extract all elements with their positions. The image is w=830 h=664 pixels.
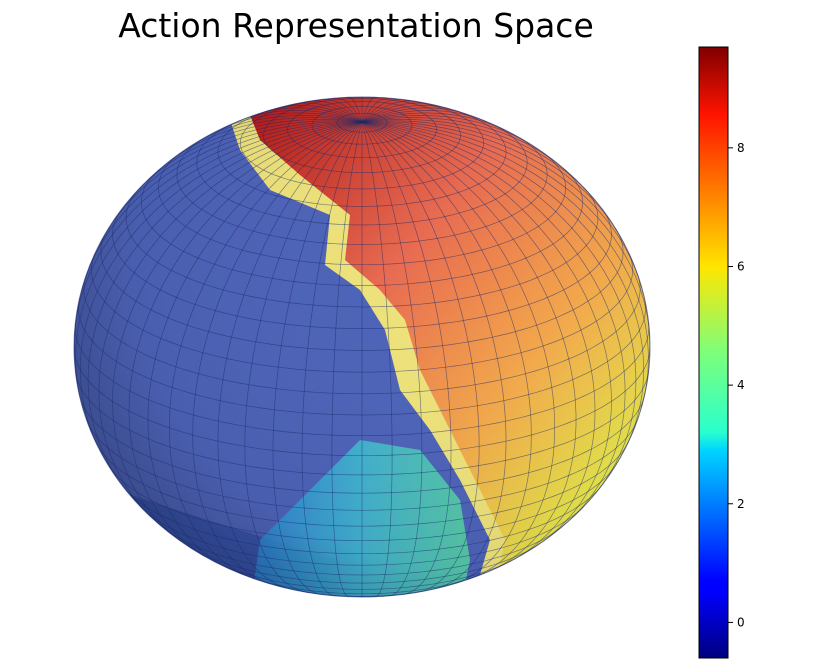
latitude-line-17 — [74, 370, 650, 476]
longitude-line-37 — [256, 107, 363, 123]
longitude-line-38 — [236, 110, 363, 123]
longitude-line-6 — [361, 121, 532, 587]
longitude-line-17 — [361, 120, 626, 246]
longitude-line-39 — [210, 112, 363, 135]
latitude-line-14 — [95, 441, 629, 527]
longitude-line-43 — [98, 120, 363, 246]
longitude-line-11 — [361, 121, 626, 531]
longitude-line-9 — [361, 121, 596, 563]
longitude-line-18 — [361, 119, 596, 201]
latitude-line-25 — [125, 187, 599, 308]
latitude-line-19 — [74, 323, 650, 437]
longitude-line-34 — [306, 100, 363, 123]
longitude-line-47 — [79, 121, 363, 465]
longitude-line-58 — [301, 121, 363, 597]
longitude-line-54 — [192, 121, 363, 587]
longitude-line-45 — [74, 121, 363, 353]
longitude-line-53 — [168, 121, 363, 581]
wireframe-grid — [74, 97, 650, 597]
latitude-line-10 — [160, 525, 564, 576]
longitude-line-19 — [361, 117, 567, 172]
longitude-line-21 — [361, 112, 514, 135]
colorbar-tick-label-3: 6 — [737, 259, 745, 273]
colorbar-gradient — [698, 46, 729, 659]
colorbar-ticks: 0 2 4 6 8 — [728, 141, 745, 629]
longitude-line-13 — [361, 121, 645, 465]
longitude-line-59 — [331, 121, 363, 597]
longitude-line-49 — [98, 121, 363, 531]
longitude-line-50 — [112, 121, 363, 548]
longitude-line-35 — [289, 102, 363, 123]
longitude-line-10 — [361, 121, 612, 548]
colorbar-tick-label-2: 4 — [737, 378, 745, 392]
longitude-line-42 — [128, 119, 363, 201]
longitude-line-32 — [334, 97, 363, 123]
longitude-line-27 — [361, 98, 403, 123]
longitude-line-15 — [361, 121, 650, 353]
longitude-line-12 — [361, 121, 637, 503]
longitude-line-28 — [361, 97, 390, 123]
latitude-line-18 — [74, 346, 650, 457]
latitude-line-22 — [91, 252, 633, 373]
longitude-line-3 — [361, 121, 452, 595]
longitude-line-46 — [75, 121, 363, 411]
longitude-line-23 — [361, 107, 468, 123]
longitude-line-25 — [361, 102, 435, 123]
longitude-line-7 — [361, 121, 556, 581]
longitude-line-2 — [361, 121, 423, 597]
latitude-line-28 — [176, 133, 548, 245]
longitude-line-4 — [361, 121, 480, 594]
longitude-line-44 — [80, 121, 363, 295]
longitude-line-16 — [361, 121, 644, 295]
longitude-line-24 — [361, 104, 451, 123]
longitude-line-36 — [273, 104, 363, 123]
longitude-line-20 — [361, 115, 539, 150]
colorbar-tick-label-1: 2 — [737, 497, 745, 511]
longitude-line-8 — [361, 121, 577, 575]
longitude-line-22 — [361, 110, 488, 123]
longitude-line-48 — [87, 121, 363, 503]
latitude-line-21 — [83, 273, 641, 395]
longitude-line-55 — [217, 121, 363, 591]
longitude-line-26 — [361, 100, 418, 123]
longitude-line-51 — [128, 121, 363, 563]
latitude-line-16 — [78, 393, 646, 494]
longitude-line-41 — [157, 117, 363, 172]
latitude-line-12 — [121, 485, 603, 555]
colorbar-tick-label-4: 8 — [737, 141, 745, 155]
latitude-line-26 — [141, 168, 583, 286]
latitude-line-24 — [112, 208, 612, 329]
longitude-line-33 — [321, 98, 363, 123]
colorbar-tick-label-0: 0 — [737, 615, 745, 629]
longitude-line-14 — [361, 121, 649, 411]
longitude-line-5 — [361, 121, 507, 591]
chart-title: Action Representation Space — [118, 6, 594, 45]
latitude-line-9 — [182, 542, 542, 584]
longitude-line-57 — [272, 121, 363, 595]
latitude-line-11 — [140, 506, 584, 566]
longitude-line-40 — [185, 115, 363, 150]
longitude-line-1 — [361, 121, 393, 597]
latitude-line-13 — [106, 462, 618, 542]
latitude-line-23 — [100, 227, 624, 351]
longitude-line-52 — [147, 121, 363, 575]
latitude-line-15 — [86, 419, 638, 511]
longitude-line-56 — [244, 121, 363, 594]
sphere-body — [74, 97, 650, 597]
